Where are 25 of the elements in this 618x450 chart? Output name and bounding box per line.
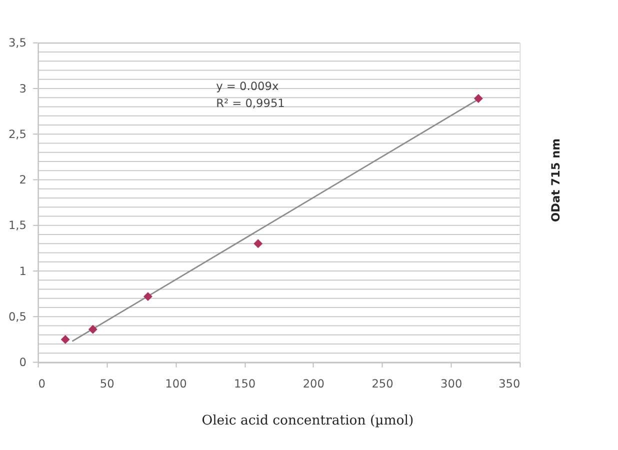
x-tick-label: 100 <box>165 376 187 390</box>
y-axis-title: ODat 715 nm <box>548 138 562 222</box>
x-axis-title: Oleic acid concentration (µmol) <box>202 414 414 429</box>
y-tick-label: 3,5 <box>8 36 26 50</box>
x-tick-label: 150 <box>234 376 256 390</box>
y-tick-label: 2,5 <box>8 126 26 141</box>
y-tick-label: 0,5 <box>8 309 26 324</box>
annotation: y = 0.009x <box>216 78 279 93</box>
x-tick-label: 300 <box>440 376 462 390</box>
x-tick-label: 350 <box>498 376 520 390</box>
annotation: R² = 0,9951 <box>216 96 285 110</box>
y-tick-label: 1,5 <box>8 218 26 232</box>
point <box>60 334 70 344</box>
y-tick-label: 2 <box>19 172 26 187</box>
y-tick-label: 0 <box>19 355 26 370</box>
point <box>254 239 263 248</box>
x-tick-label: 250 <box>372 376 394 390</box>
y-tick-label: 1 <box>19 264 26 278</box>
point <box>88 324 98 334</box>
x-tick-label: 200 <box>302 376 324 390</box>
x-tick-label: 50 <box>100 376 114 390</box>
point <box>143 292 152 302</box>
y-tick-label: 3 <box>19 81 26 96</box>
point <box>474 94 483 104</box>
x-tick-label: 0 <box>38 376 46 390</box>
